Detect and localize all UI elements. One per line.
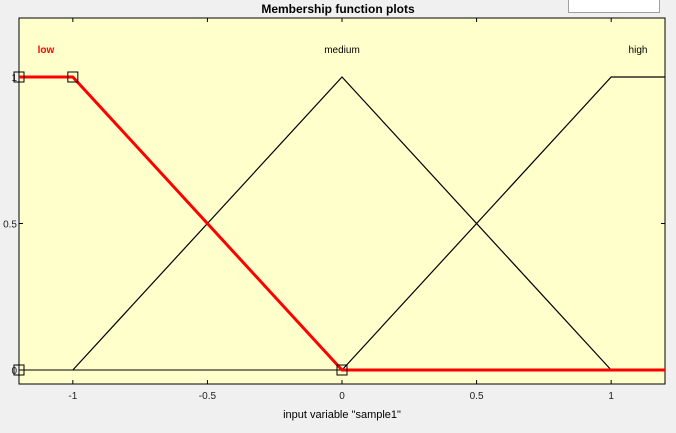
x-tick-label: 1 [608,391,614,402]
x-tick-label: -1 [68,391,77,402]
x-tick-label: 0 [339,391,345,402]
mf-label-low[interactable]: low [38,45,55,56]
mf-handle[interactable] [67,71,79,83]
mf-series [19,75,665,372]
mf-label-high[interactable]: high [629,45,648,56]
mf-handles [13,71,348,376]
plot-area[interactable] [18,17,666,385]
x-tick-label: -0.5 [199,391,217,402]
mf-line-high[interactable] [341,76,665,371]
mf-label-medium[interactable]: medium [324,45,360,56]
y-tick-label: 0.5 [3,220,17,231]
x-axis-label: input variable "sample1" [283,409,401,421]
x-tick-label: 0.5 [470,391,484,402]
mf-line-low[interactable] [19,75,665,372]
mf-handle[interactable] [336,364,348,376]
mf-labels: low medium high [38,45,648,56]
mf-line-medium[interactable] [72,76,612,371]
mf-handle[interactable] [13,364,25,376]
range-input-field[interactable] [568,0,660,13]
mf-handle[interactable] [13,71,25,83]
plot-title: Membership function plots [261,2,415,16]
